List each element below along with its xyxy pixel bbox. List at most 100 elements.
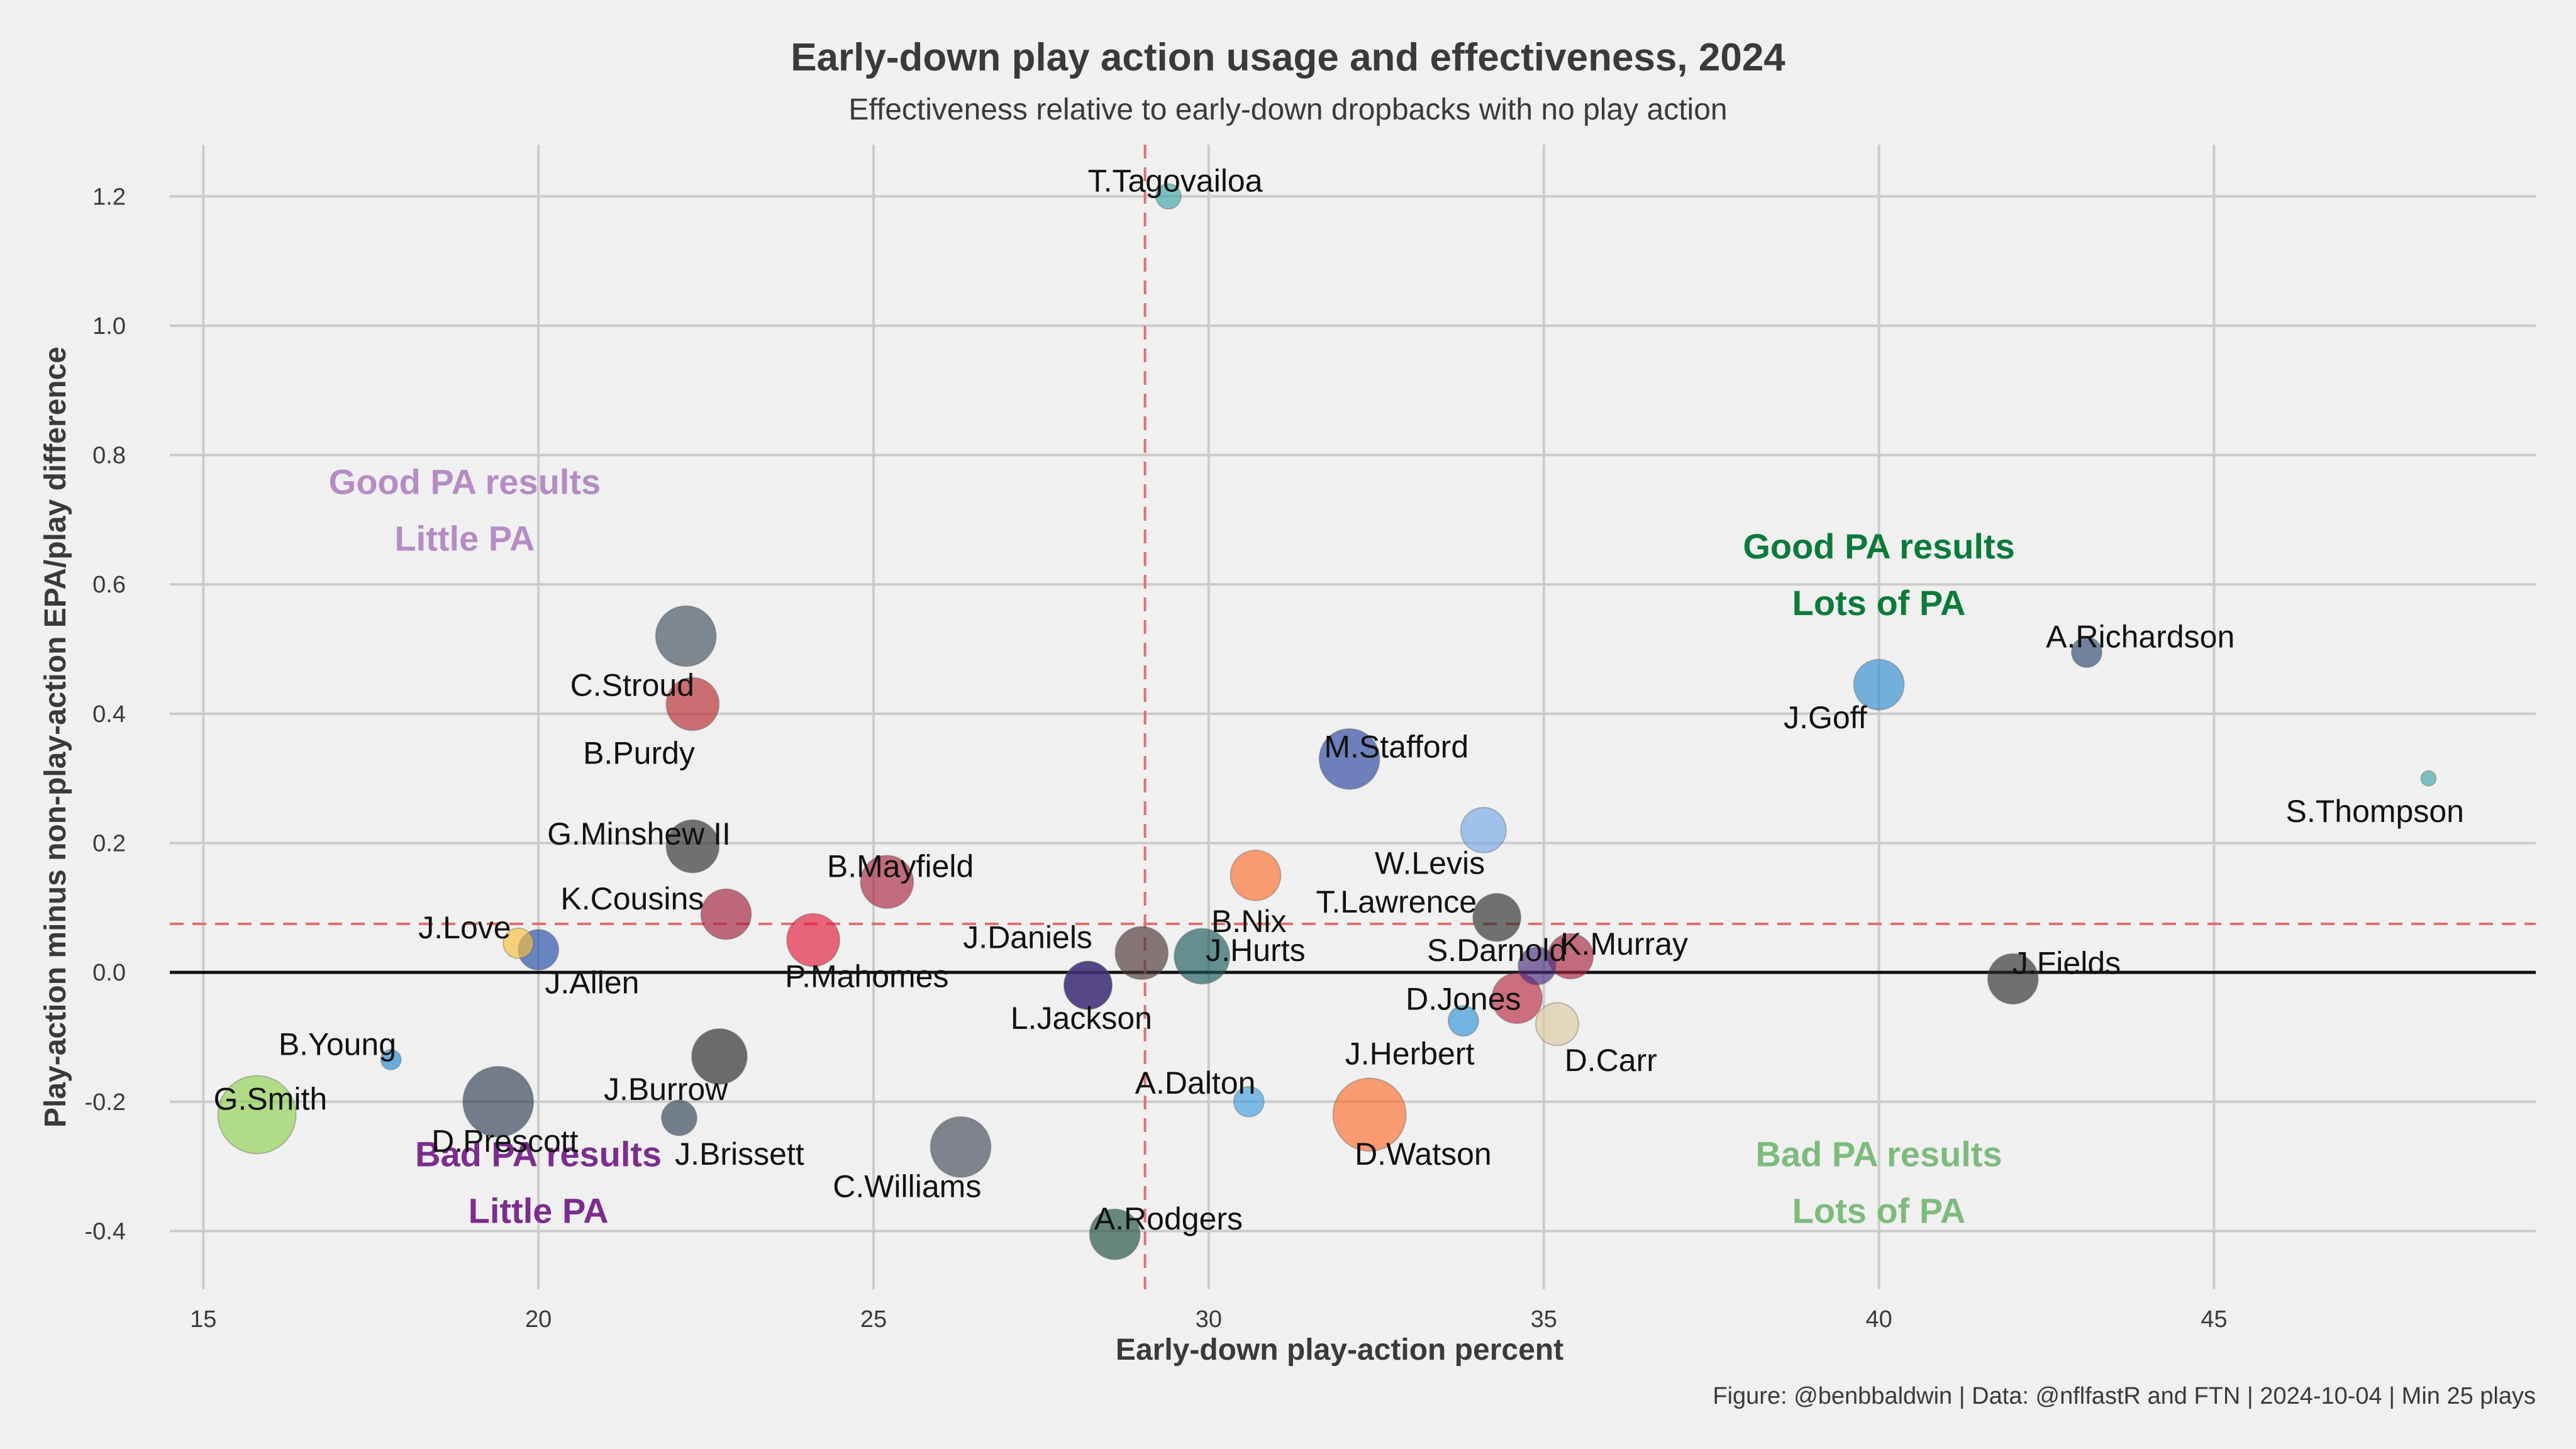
point-w-levis bbox=[1460, 806, 1507, 853]
x-tick-label: 25 bbox=[860, 1306, 887, 1333]
point-label: J.Herbert bbox=[1345, 1036, 1475, 1072]
y-axis-label: Play-action minus non-play-action EPA/pl… bbox=[39, 347, 72, 1128]
point-label: T.Tagovailoa bbox=[1088, 164, 1263, 199]
x-tick-label: 30 bbox=[1196, 1306, 1222, 1333]
point-d-watson bbox=[1332, 1077, 1407, 1152]
quadrant-label: Bad PA results bbox=[1756, 1135, 2002, 1174]
y-tick-label: -0.2 bbox=[85, 1089, 126, 1116]
axis-ticks: 15 20 25 30 35 40 45 -0.4 -0.2 0.0 0.2 0.4 0.6 0.8 1.0… bbox=[85, 184, 2228, 1333]
quadrant-label: Good PA results bbox=[329, 462, 601, 501]
point-j-fields bbox=[1987, 953, 2039, 1005]
point-label: B.Nix bbox=[1211, 904, 1286, 939]
point-label: J.Goff bbox=[1784, 700, 1867, 735]
y-tick-label: 1.2 bbox=[92, 184, 126, 210]
point-label: J.Burrow bbox=[604, 1072, 728, 1107]
point-label: B.Purdy bbox=[583, 736, 695, 771]
point-s-darnold bbox=[1518, 946, 1557, 985]
chart-subtitle: Effectiveness relative to early-down dro… bbox=[848, 93, 1727, 126]
point-c-williams bbox=[930, 1116, 992, 1178]
point-label: B.Young bbox=[279, 1026, 396, 1062]
y-tick-label: 1.0 bbox=[92, 313, 126, 340]
point-d-carr bbox=[1535, 1002, 1580, 1046]
point-label: D.Prescott bbox=[431, 1124, 579, 1159]
point-a-rodgers bbox=[1089, 1208, 1141, 1260]
x-tick-label: 20 bbox=[525, 1306, 552, 1333]
point-label: J.Daniels bbox=[963, 920, 1092, 955]
point-label: W.Levis bbox=[1375, 845, 1485, 880]
point-label: C.Stroud bbox=[570, 668, 694, 703]
point-b-nix bbox=[1114, 926, 1169, 980]
reference-lines bbox=[170, 145, 2536, 1289]
quadrant-label: Lots of PA bbox=[1792, 1191, 1966, 1231]
point-label: D.Watson bbox=[1355, 1136, 1492, 1172]
point-b-young bbox=[380, 1048, 402, 1070]
point-a-richardson bbox=[2070, 636, 2102, 669]
point-p-mahomes bbox=[786, 913, 841, 967]
y-tick-label: 0.8 bbox=[92, 443, 126, 469]
quadrant-label: Good PA results bbox=[1743, 526, 2015, 566]
quadrant-label: Little PA bbox=[394, 518, 535, 558]
y-tick-label: 0.2 bbox=[92, 831, 126, 857]
point-b-purdy bbox=[665, 677, 720, 731]
point-label: S.Darnold bbox=[1427, 933, 1567, 968]
quadrant-label: Lots of PA bbox=[1792, 583, 1966, 623]
point-label: K.Cousins bbox=[560, 881, 704, 916]
point-label: J.Allen bbox=[545, 965, 639, 1001]
x-tick-label: 35 bbox=[1531, 1306, 1557, 1333]
y-tick-label: 0.4 bbox=[92, 701, 126, 728]
point-label: A.Dalton bbox=[1135, 1065, 1256, 1101]
x-tick-label: 45 bbox=[2201, 1306, 2227, 1333]
point-label: D.Jones bbox=[1406, 981, 1521, 1016]
x-tick-label: 40 bbox=[1865, 1306, 1892, 1333]
point-label: S.Thompson bbox=[2285, 794, 2463, 829]
x-axis-label: Early-down play-action percent bbox=[1116, 1333, 1563, 1367]
point-a-dalton bbox=[1233, 1085, 1265, 1118]
y-tick-label: 0.0 bbox=[92, 960, 126, 986]
chart-caption: Figure: @benbbaldwin | Data: @nflfastR a… bbox=[1713, 1383, 2536, 1409]
point-d-prescott bbox=[462, 1065, 535, 1138]
point-labels: T.Tagovailoa C.Stroud B.Purdy G.Minshew II K… bbox=[214, 164, 2464, 1236]
point-j-jones bbox=[1230, 849, 1282, 901]
point-label: D.Carr bbox=[1565, 1043, 1657, 1078]
point-s-thompson bbox=[2420, 770, 2437, 787]
point-j-love bbox=[502, 927, 535, 959]
point-t-lawrence bbox=[1472, 892, 1522, 942]
quadrant-labels: Good PA results Little PA Good PA results L… bbox=[329, 462, 2015, 1230]
point-m-stafford bbox=[1318, 728, 1380, 790]
point-l-jackson bbox=[1063, 960, 1113, 1010]
point-b-mayfield bbox=[860, 855, 914, 909]
point-label: T.Lawrence bbox=[1316, 884, 1477, 919]
chart-title: Early-down play action usage and effecti… bbox=[791, 36, 1785, 79]
point-j-burrow bbox=[691, 1028, 748, 1085]
point-label: L.Jackson bbox=[1011, 1001, 1152, 1036]
point-j-herbert bbox=[1447, 1005, 1479, 1037]
point-label: P.Mahomes bbox=[785, 958, 948, 994]
point-label: B.Mayfield bbox=[827, 848, 974, 884]
point-j-brissett bbox=[660, 1099, 697, 1136]
point-j-hurts bbox=[1174, 928, 1231, 985]
data-points bbox=[217, 183, 2437, 1260]
point-label: J.Fields bbox=[2012, 946, 2121, 981]
point-label: K.Murray bbox=[1560, 926, 1688, 962]
point-d-jones bbox=[1491, 972, 1543, 1024]
point-label: J.Hurts bbox=[1206, 933, 1305, 968]
point-label: A.Richardson bbox=[2046, 619, 2235, 654]
point-g-smith bbox=[217, 1075, 297, 1155]
point-g-minshew-ii bbox=[665, 819, 720, 874]
quadrant-label: Little PA bbox=[469, 1191, 609, 1231]
point-j-goff bbox=[1853, 658, 1905, 711]
point-t-tagovailoa bbox=[1155, 183, 1182, 210]
point-label: C.Williams bbox=[833, 1169, 981, 1204]
point-c-stroud bbox=[655, 605, 717, 667]
point-label: J.Brissett bbox=[675, 1136, 804, 1172]
quadrant-label: Bad PA results bbox=[415, 1135, 662, 1174]
y-tick-label: 0.6 bbox=[92, 572, 126, 598]
point-label: A.Rodgers bbox=[1094, 1201, 1243, 1236]
x-tick-label: 15 bbox=[190, 1306, 216, 1333]
point-label: G.Smith bbox=[214, 1082, 328, 1117]
y-tick-label: -0.4 bbox=[85, 1218, 126, 1245]
point-label: M.Stafford bbox=[1324, 729, 1468, 764]
point-k-cousins bbox=[700, 888, 752, 940]
